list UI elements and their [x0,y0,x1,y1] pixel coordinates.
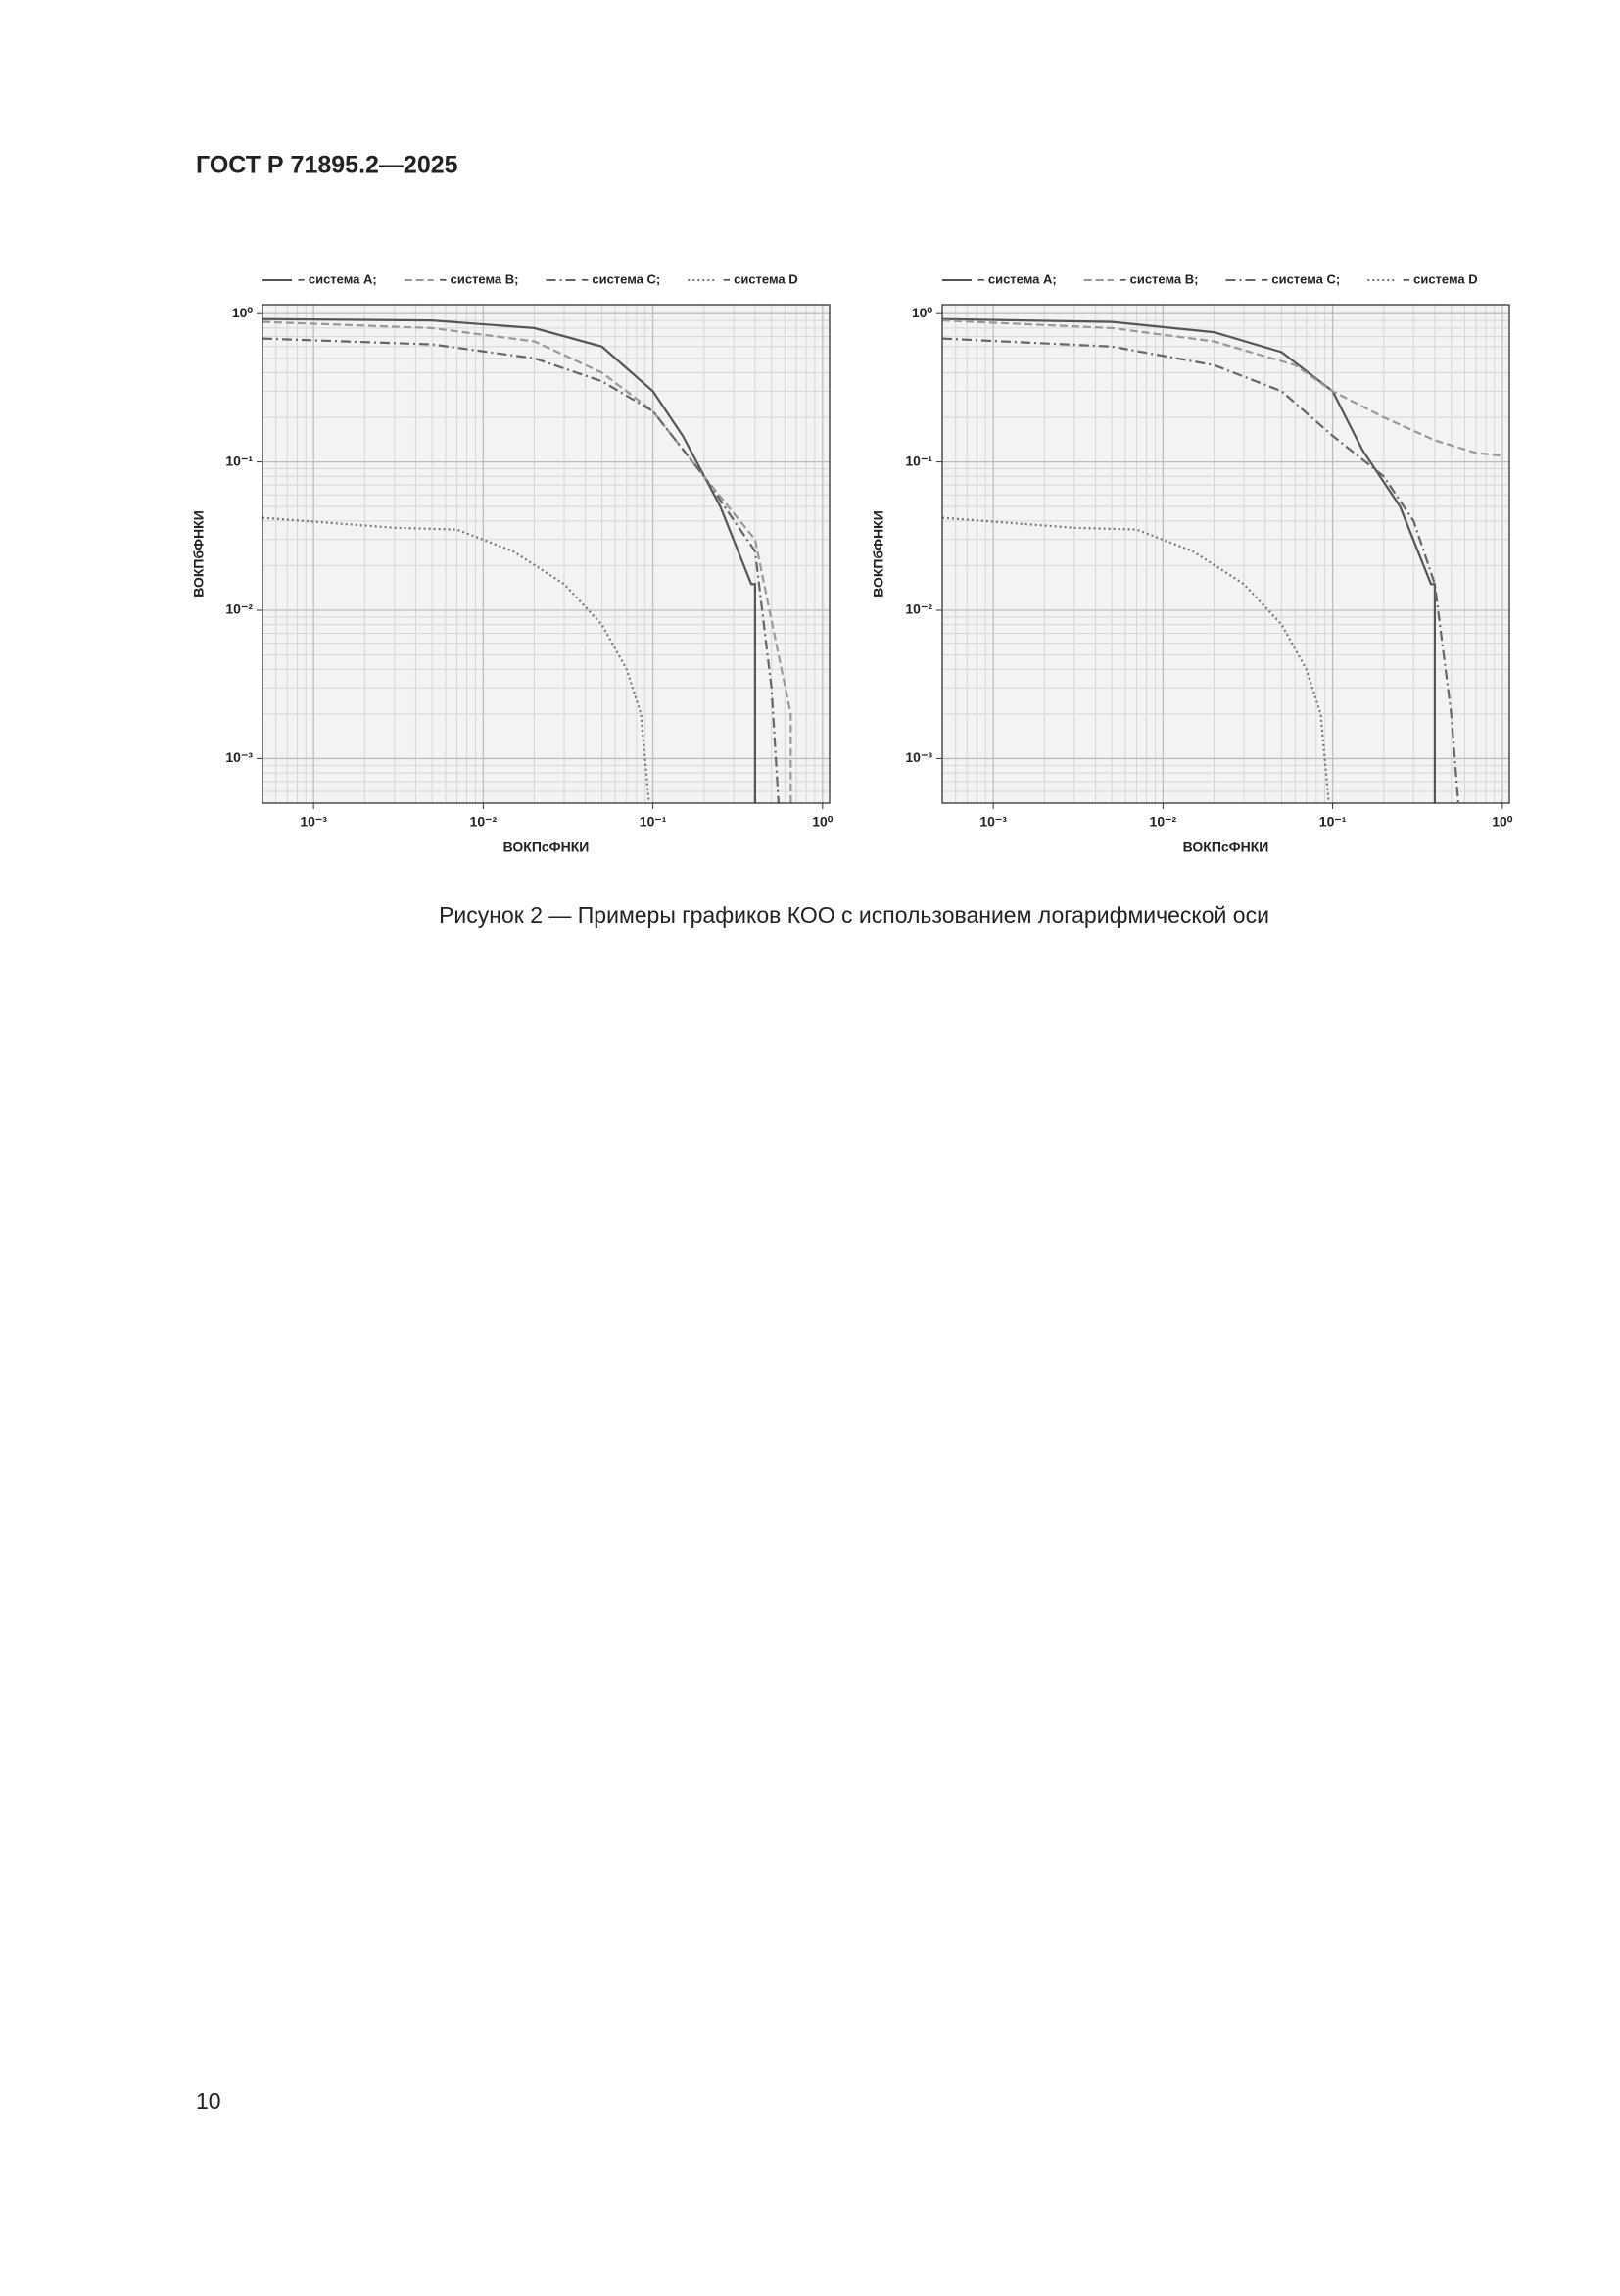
series-line [262,337,780,803]
y-tick-label: 10⁻² [225,601,253,617]
y-tick-label: 10⁻¹ [225,453,253,468]
plot-frame [941,304,1510,804]
y-tick-label: 10⁰ [912,305,933,320]
x-tick-label: 10⁻¹ [640,814,667,830]
y-tick-label: 10⁻³ [225,749,253,765]
y-tick-label: 10⁻³ [905,749,932,765]
legend-label: – система В; [440,271,519,286]
plot-frame [262,304,831,804]
legend-label: – система А; [298,271,377,286]
legend-label: – система D [1403,271,1477,286]
plot-area [942,305,1509,803]
y-tick-label: 10⁻¹ [905,453,932,468]
series-line [262,516,650,803]
y-axis-label: ВОКПбФНКИ [871,510,886,598]
y-axis-label: ВОКПбФНКИ [191,510,207,598]
series-line [942,319,1502,457]
page-number: 10 [196,2088,221,2114]
legend-label: – система А; [977,271,1057,286]
series-line [262,317,756,803]
y-tick-label: 10⁻² [905,601,932,617]
plot-content [262,305,830,803]
legend-label: – система С; [582,271,661,286]
header-title: ГОСТ Р 71895.2—2025 [196,152,458,179]
x-axis-label: ВОКПсФНКИ [1183,839,1269,855]
x-axis-label: ВОКПсФНКИ [503,839,590,855]
x-tick-label: 10⁻³ [300,814,327,830]
x-tick-label: 10⁻³ [979,814,1007,830]
legend-label: – система С; [1262,271,1341,286]
legend-label: – система В; [1120,271,1199,286]
x-tick-label: 10⁰ [812,814,834,830]
series-line [942,317,1436,803]
plot-area [262,305,830,803]
x-tick-label: 10⁻² [1150,814,1177,830]
legend-label: – система D [723,271,797,286]
series-line [942,337,1459,803]
x-tick-label: 10⁻¹ [1319,814,1347,830]
plot-content [942,305,1509,803]
figure-caption: Рисунок 2 — Примеры графиков КОО с испол… [439,902,1269,928]
y-tick-label: 10⁰ [232,305,254,320]
x-tick-label: 10⁻² [470,814,498,830]
x-tick-label: 10⁰ [1492,814,1513,830]
series-line [942,516,1330,803]
